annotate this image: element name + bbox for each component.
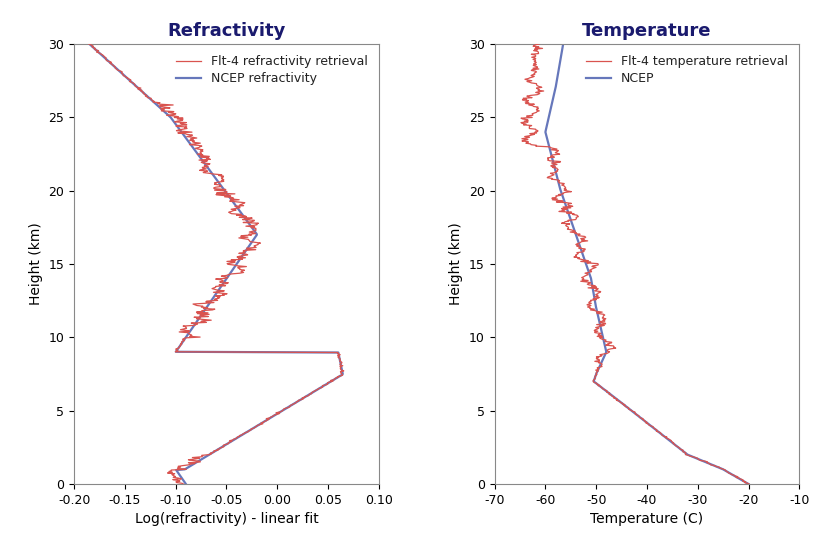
X-axis label: Log(refractivity) - linear fit: Log(refractivity) - linear fit [134,512,318,526]
Line: NCEP refractivity: NCEP refractivity [89,44,343,484]
Flt-4 temperature retrieval [559,187,569,194]
Flt-4 temperature retrieval [534,41,544,47]
Flt-4 refractivity retrieval [252,222,262,228]
X-axis label: Temperature (C): Temperature (C) [590,512,704,526]
Flt-4 temperature retrieval [550,150,560,156]
Line: Flt-4 temperature retrieval: Flt-4 temperature retrieval [521,44,749,484]
NCEP [588,282,597,288]
NCEP [592,367,602,374]
Title: Refractivity: Refractivity [167,21,286,40]
NCEP refractivity [219,187,229,194]
NCEP refractivity [192,150,202,156]
NCEP refractivity [285,403,295,409]
NCEP [743,481,753,487]
NCEP refractivity [84,41,94,47]
NCEP [555,187,565,194]
Flt-4 temperature retrieval [593,367,603,374]
Flt-4 refractivity retrieval [179,481,189,487]
Line: NCEP: NCEP [545,44,748,484]
Y-axis label: Height (km): Height (km) [29,223,43,305]
Flt-4 refractivity retrieval [339,367,349,374]
NCEP refractivity [337,367,347,374]
NCEP refractivity [245,222,255,228]
Flt-4 refractivity retrieval [285,403,295,409]
Y-axis label: Height (km): Height (km) [449,223,463,305]
Flt-4 temperature retrieval [584,282,594,288]
NCEP [621,403,631,409]
NCEP refractivity [218,282,227,288]
Flt-4 temperature retrieval [620,403,630,409]
Legend: Flt-4 refractivity retrieval, NCEP refractivity: Flt-4 refractivity retrieval, NCEP refra… [171,50,372,90]
Flt-4 refractivity retrieval [196,150,206,156]
Line: Flt-4 refractivity retrieval: Flt-4 refractivity retrieval [89,44,344,484]
NCEP [568,222,578,228]
Flt-4 refractivity retrieval [84,41,94,47]
Title: Temperature: Temperature [583,21,712,40]
Flt-4 refractivity retrieval [209,187,219,194]
Flt-4 refractivity retrieval [214,282,224,288]
NCEP [545,150,555,156]
Flt-4 temperature retrieval [562,222,572,228]
Legend: Flt-4 temperature retrieval, NCEP: Flt-4 temperature retrieval, NCEP [581,50,793,90]
Flt-4 temperature retrieval [744,481,754,487]
NCEP refractivity [181,481,191,487]
NCEP [558,41,568,47]
